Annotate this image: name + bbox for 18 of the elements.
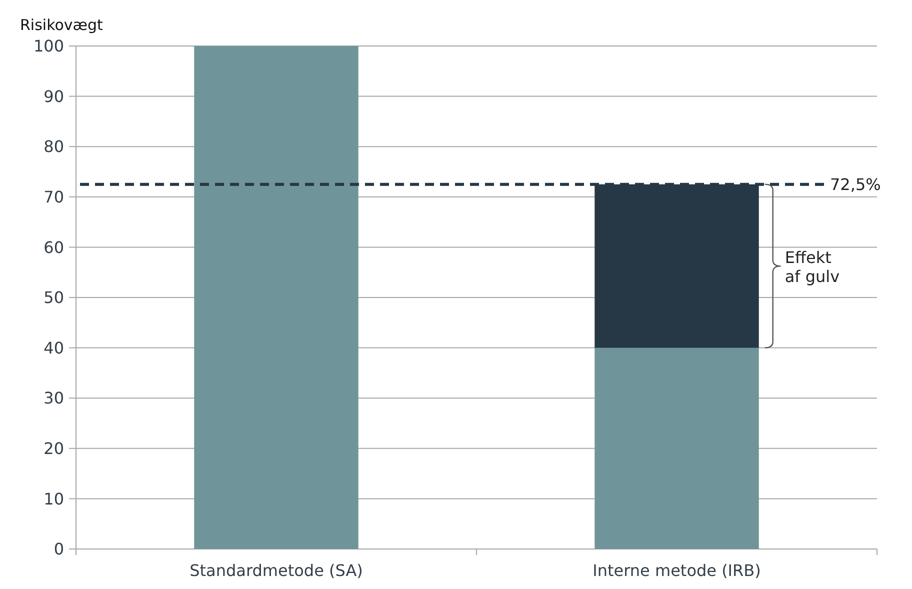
x-tick-label: Interne metode (IRB) bbox=[592, 561, 761, 580]
annotation: Effekt af gulv bbox=[784, 248, 840, 286]
bar bbox=[594, 348, 759, 549]
y-tick-label: 0 bbox=[54, 540, 64, 559]
y-tick-label: 80 bbox=[44, 137, 64, 156]
y-tick-label: 40 bbox=[44, 338, 64, 358]
y-tick-label: 10 bbox=[44, 489, 64, 508]
y-tick-label: 30 bbox=[44, 388, 64, 408]
y-tick-label: 60 bbox=[44, 238, 64, 257]
y-tick-label: 70 bbox=[44, 188, 64, 206]
y-axis-title: Risikovægt bbox=[20, 16, 104, 34]
bar bbox=[194, 46, 358, 549]
x-tick-label: Standardmetode (SA) bbox=[190, 561, 363, 580]
y-tick-label: 90 bbox=[44, 86, 64, 106]
y-tick-label: 20 bbox=[44, 439, 64, 458]
y-tick-label: 50 bbox=[44, 288, 64, 308]
y-tick-label: 100 bbox=[33, 36, 64, 56]
ref-line-label: 72,5% bbox=[830, 174, 881, 194]
